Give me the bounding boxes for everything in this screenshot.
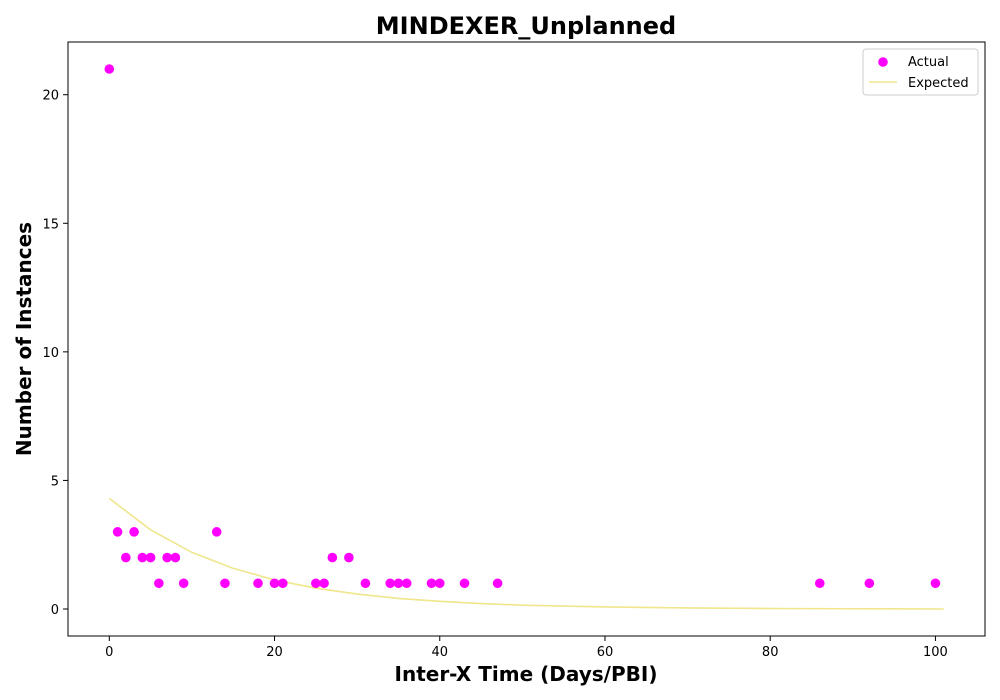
- x-tick-label: 80: [762, 645, 779, 660]
- actual-data-point: [162, 553, 172, 563]
- actual-data-point: [815, 578, 825, 588]
- plot-area: 0 20 40 60 80 100 0 5 10 15 20: [42, 42, 985, 660]
- actual-data-point: [179, 578, 189, 588]
- actual-data-point: [146, 553, 156, 563]
- actual-data-point: [493, 578, 503, 588]
- actual-data-point: [113, 527, 123, 537]
- y-tick-label: 5: [51, 474, 59, 489]
- x-tick-label: 60: [597, 645, 614, 660]
- actual-data-point: [171, 553, 181, 563]
- actual-data-point: [394, 578, 404, 588]
- actual-data-point: [328, 553, 338, 563]
- actual-data-point: [319, 578, 329, 588]
- x-tick-label: 20: [266, 645, 283, 660]
- actual-data-point: [402, 578, 412, 588]
- actual-data-point: [427, 578, 437, 588]
- actual-data-point: [460, 578, 470, 588]
- actual-data-point: [278, 578, 288, 588]
- actual-data-point: [435, 578, 445, 588]
- actual-data-point: [270, 578, 280, 588]
- y-tick-label: 20: [42, 89, 59, 104]
- actual-data-point: [344, 553, 354, 563]
- legend: Actual Expected: [863, 49, 978, 95]
- actual-data-point: [212, 527, 222, 537]
- legend-actual-marker: [878, 57, 888, 67]
- actual-data-point: [105, 64, 115, 74]
- actual-data-point: [154, 578, 164, 588]
- y-tick-label: 15: [42, 217, 59, 232]
- x-tick-label: 100: [923, 645, 948, 660]
- actual-data-point: [138, 553, 148, 563]
- actual-data-point: [253, 578, 263, 588]
- expected-series-line: [109, 498, 943, 609]
- chart-title: MINDEXER_Unplanned: [376, 12, 676, 40]
- axes-frame: [68, 42, 985, 636]
- actual-data-point: [129, 527, 139, 537]
- x-tick-label: 0: [105, 645, 113, 660]
- y-axis-title: Number of Instances: [12, 222, 36, 456]
- actual-data-point: [311, 578, 321, 588]
- x-axis-title: Inter-X Time (Days/PBI): [395, 662, 658, 686]
- legend-actual-label: Actual: [908, 55, 949, 70]
- actual-data-point: [865, 578, 875, 588]
- y-tick-label: 0: [51, 603, 59, 618]
- actual-data-point: [931, 578, 941, 588]
- actual-data-point: [361, 578, 371, 588]
- x-tick-label: 40: [431, 645, 448, 660]
- actual-data-point: [121, 553, 131, 563]
- actual-data-point: [220, 578, 230, 588]
- actual-data-point: [385, 578, 395, 588]
- legend-expected-label: Expected: [908, 76, 969, 91]
- y-tick-label: 10: [42, 346, 59, 361]
